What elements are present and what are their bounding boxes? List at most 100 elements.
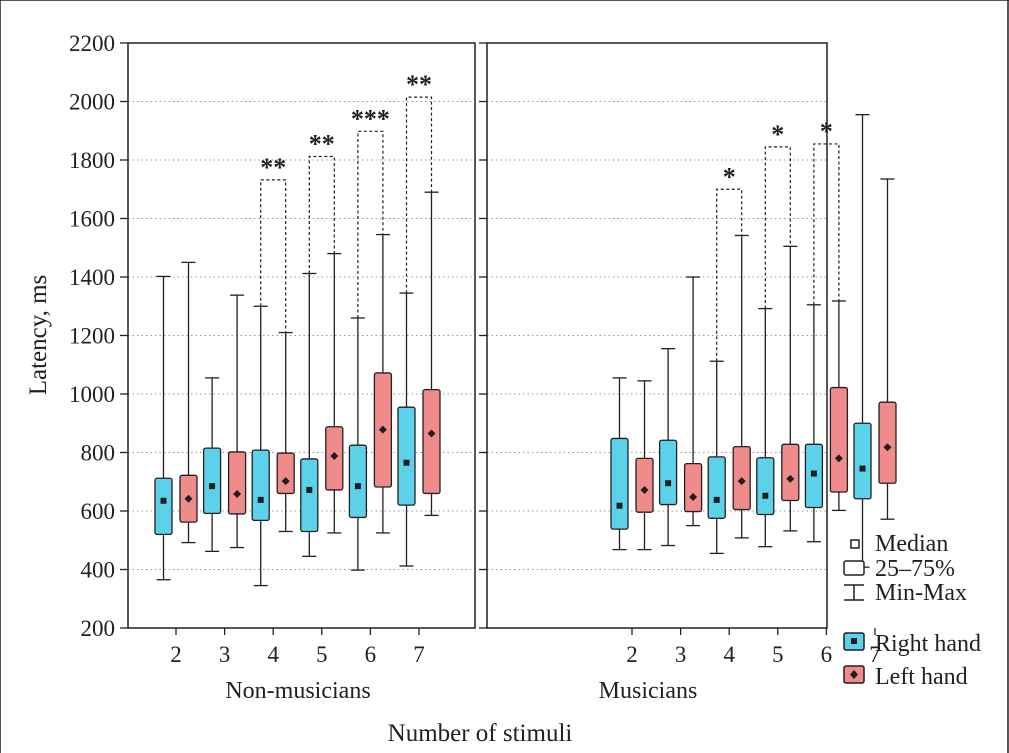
box xyxy=(348,444,368,519)
box xyxy=(610,437,629,530)
box xyxy=(658,439,678,506)
y-tick-label: 200 xyxy=(81,616,116,641)
legend-right-hand-marker xyxy=(851,638,857,644)
box-left-hand-5 xyxy=(781,245,800,532)
median-marker xyxy=(737,477,746,486)
box-right-hand-4 xyxy=(251,305,270,587)
significance-label: ** xyxy=(260,153,286,182)
box-left-hand-4 xyxy=(276,331,295,533)
significance-5: ** xyxy=(308,129,335,274)
significance-label: ** xyxy=(406,70,432,99)
box-left-hand-7 xyxy=(878,178,897,520)
box-left-hand-3 xyxy=(227,294,247,549)
x-tick-label: 3 xyxy=(219,642,231,667)
legend-whisker-icon xyxy=(844,584,864,601)
y-tick-label: 2200 xyxy=(69,31,115,56)
box xyxy=(422,388,441,495)
median-marker xyxy=(427,429,436,438)
box-left-hand-2 xyxy=(179,261,198,544)
x-tick-label: 6 xyxy=(821,642,833,667)
legend: Median 25–75% Min-Max Right hand Left ha… xyxy=(843,531,981,690)
significance-label: ** xyxy=(309,129,335,158)
x-axis-label: Number of stimuli xyxy=(388,720,573,747)
box-left-hand-2 xyxy=(635,380,654,551)
median-marker xyxy=(403,459,410,466)
significance-7: ** xyxy=(405,70,433,294)
panel-0-marks: ********* xyxy=(154,70,441,587)
significance-bracket xyxy=(764,146,791,309)
box-left-hand-7 xyxy=(422,191,441,517)
box-right-hand-7 xyxy=(853,114,872,568)
x-tick-label: 5 xyxy=(772,642,784,667)
x-tick-label: 4 xyxy=(267,642,279,667)
y-axis-ticks: 200 400 600 800 1000 1200 1400 1600 1800 2000 2200 xyxy=(69,31,487,641)
box xyxy=(397,406,416,506)
box-right-hand-4 xyxy=(707,360,726,555)
median-marker xyxy=(184,494,193,503)
box xyxy=(251,449,270,522)
y-tick-label: 400 xyxy=(81,558,116,583)
significance-bracket xyxy=(308,155,335,274)
significance-4: ** xyxy=(260,153,287,333)
legend-median-icon xyxy=(850,539,860,549)
median-marker xyxy=(713,496,720,503)
median-marker xyxy=(306,486,313,493)
box-right-hand-5 xyxy=(300,272,319,557)
significance-label: * xyxy=(820,117,833,146)
box xyxy=(683,462,703,513)
y-tick-label: 2000 xyxy=(69,90,115,115)
significance-label: * xyxy=(723,162,736,191)
box xyxy=(707,456,726,519)
x-tick-label: 7 xyxy=(413,642,425,667)
significance-bracket xyxy=(813,143,840,305)
marks-layer: *********** * xyxy=(154,70,897,587)
legend-whisker-label: Min-Max xyxy=(875,580,967,606)
box-left-hand-4 xyxy=(732,234,751,539)
box xyxy=(276,452,295,495)
box-right-hand-5 xyxy=(756,307,775,548)
box-right-hand-3 xyxy=(202,377,222,553)
x-tick-label: 6 xyxy=(365,642,377,667)
box-left-hand-6 xyxy=(829,300,849,512)
significance-5: * xyxy=(764,120,791,309)
box xyxy=(227,451,247,515)
grid-layer xyxy=(128,101,827,570)
box-left-hand-5 xyxy=(325,252,344,534)
panel-label-musicians: Musicians xyxy=(599,678,698,704)
significance-6: *** xyxy=(351,104,390,318)
significance-bracket xyxy=(716,188,743,362)
median-marker xyxy=(762,492,769,499)
y-tick-label: 1400 xyxy=(69,265,115,290)
box-right-hand-3 xyxy=(658,348,678,547)
median-marker xyxy=(281,477,290,486)
box xyxy=(829,386,849,493)
legend-right-hand-label: Right hand xyxy=(875,631,981,657)
median-marker xyxy=(883,443,892,452)
median-marker xyxy=(330,452,339,461)
box-left-hand-6 xyxy=(373,233,393,534)
legend-median-label: Median xyxy=(875,531,948,557)
legend-box-label: 25–75% xyxy=(875,556,955,582)
y-tick-label: 1600 xyxy=(69,207,115,232)
x-tick-label: 2 xyxy=(626,642,638,667)
y-tick-label: 1800 xyxy=(69,148,115,173)
x-tick-label: 7 xyxy=(869,642,881,667)
panel-label-non-musicians: Non-musicians xyxy=(225,678,370,704)
median-marker xyxy=(160,497,167,504)
legend-left-hand-label: Left hand xyxy=(875,664,968,690)
x-tick-label: 5 xyxy=(316,642,328,667)
box-right-hand-2 xyxy=(154,275,173,581)
x-tick-label: 3 xyxy=(675,642,687,667)
median-marker xyxy=(689,492,698,501)
median-marker xyxy=(257,496,264,503)
legend-left-hand-marker xyxy=(850,670,858,679)
y-axis-label: Latency, ms xyxy=(25,275,52,396)
y-tick-label: 1200 xyxy=(69,324,115,349)
x-axis-ticks: 2 3 4 5 6 7 2 3 4 5 6 7 xyxy=(170,628,881,667)
median-marker xyxy=(233,490,242,499)
box xyxy=(635,457,654,513)
box xyxy=(756,457,775,516)
box xyxy=(300,458,319,533)
median-marker xyxy=(209,483,216,490)
x-tick-label: 2 xyxy=(170,642,182,667)
